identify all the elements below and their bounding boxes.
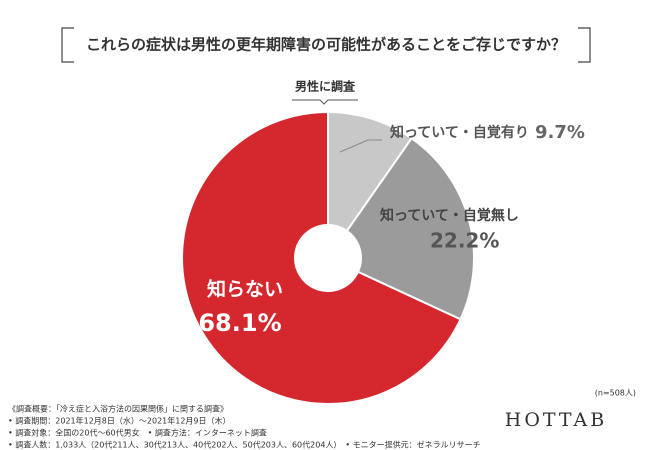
footnote: • 調査対象：全国の20代～60代男女 • 調査方法：インターネット調査	[8, 428, 267, 438]
slice-label: 知らない	[207, 278, 283, 301]
footnote: • 調査人数：1,033人（20代211人、30代213人、40代202人、50…	[8, 440, 481, 450]
footnotes: 《調査概要：「冷え症と入浴方法の因果関係」に関する調査》 • 調査期間：2021年…	[8, 404, 481, 450]
footnote: • 調査期間：2021年12月8日（水）～2021年12月9日（木）	[8, 416, 231, 426]
title-bracket	[61, 27, 591, 63]
value-label: 9.7%	[535, 122, 585, 143]
slice-label: 知っていて・自覚有り	[390, 124, 529, 141]
pie-slice	[181, 110, 462, 405]
brand: HOTTAB	[505, 409, 608, 431]
leader-line	[339, 139, 382, 153]
pie-slice	[345, 136, 475, 321]
chart-subtitle: 男性に調査	[295, 79, 356, 94]
value-label: 22.2%	[430, 229, 499, 253]
chart-title: これらの症状は男性の更年期障害の可能性があることをご存じですか？	[86, 36, 566, 54]
pie: 知っていて・自覚有り 9.7% 知っていて・自覚無し 22.2% 知らない 68.1%	[181, 110, 585, 405]
value-label: 68.1%	[198, 309, 281, 337]
subtitle-underline	[292, 99, 358, 105]
sample-note: (n=508人)	[595, 389, 636, 398]
slice-label: 知っていて・自覚無し	[380, 207, 519, 224]
footnote: 《調査概要：「冷え症と入浴方法の因果関係」に関する調査》	[8, 404, 228, 414]
